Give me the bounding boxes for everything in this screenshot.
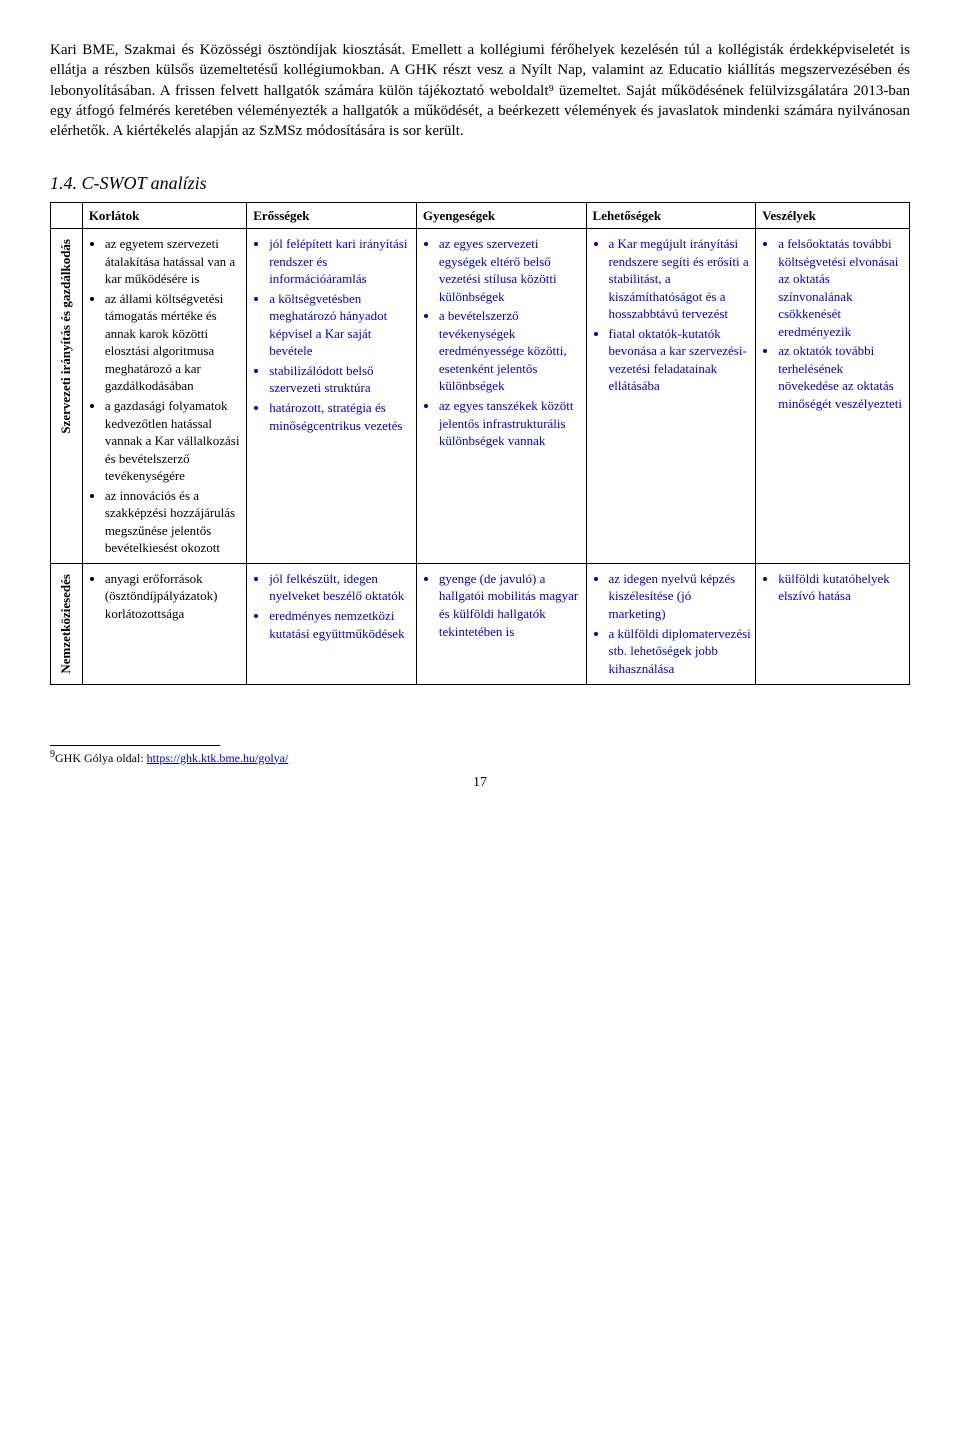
cell-veszelyek: a felsőoktatás további költségvetési elv… <box>756 229 910 564</box>
list-item: a költségvetésben meghatározó hányadot k… <box>269 290 412 360</box>
cell-gyengesegek: gyenge (de javuló) a hallgatói mobilitás… <box>416 563 586 684</box>
list-item: az idegen nyelvű képzés kiszélesítése (j… <box>609 570 752 623</box>
section-heading: 1.4. C-SWOT analízis <box>50 171 910 195</box>
list-item: eredményes nemzetközi kutatási együttműk… <box>269 607 412 642</box>
list-item: stabilizálódott belső szervezeti struktú… <box>269 362 412 397</box>
cell-erossegek: jól felkészült, idegen nyelveket beszélő… <box>247 563 417 684</box>
cell-list: az egyes szervezeti egységek eltérő bels… <box>421 235 582 450</box>
list-item: a felsőoktatás további költségvetési elv… <box>778 235 905 340</box>
list-item: az innovációs és a szakképzési hozzájáru… <box>105 487 242 557</box>
list-item: a külföldi diplomatervezési stb. lehetős… <box>609 625 752 678</box>
footnote-text: GHK Gólya oldal: <box>55 751 147 765</box>
cell-korlatok: az egyetem szervezeti átalakítása hatáss… <box>82 229 246 564</box>
cell-list: külföldi kutatóhelyek elszívó hatása <box>760 570 905 605</box>
list-item: gyenge (de javuló) a hallgatói mobilitás… <box>439 570 582 640</box>
intro-paragraph: Kari BME, Szakmai és Közösségi ösztöndíj… <box>50 40 910 141</box>
cell-list: az egyetem szervezeti átalakítása hatáss… <box>87 235 242 557</box>
list-item: anyagi erőforrások (ösztöndíjpályázatok)… <box>105 570 242 623</box>
list-item: a gazdasági folyamatok kedvezőtlen hatás… <box>105 397 242 485</box>
list-item: jól felkészült, idegen nyelveket beszélő… <box>269 570 412 605</box>
row-label: Szervezeti irányítás és gazdálkodás <box>51 229 83 564</box>
cell-list: a felsőoktatás további költségvetési elv… <box>760 235 905 412</box>
header-gyengesegek: Gyengeségek <box>416 202 586 229</box>
cell-list: anyagi erőforrások (ösztöndíjpályázatok)… <box>87 570 242 623</box>
list-item: az egyes tanszékek között jelentős infra… <box>439 397 582 450</box>
cell-lehetosegek: az idegen nyelvű képzés kiszélesítése (j… <box>586 563 756 684</box>
row-label: Nemzetköziesedés <box>51 563 83 684</box>
list-item: az állami költségvetési támogatás mérték… <box>105 290 242 395</box>
footnote-link[interactable]: https://ghk.ktk.bme.hu/golya/ <box>147 751 289 765</box>
list-item: jól felépített kari irányítási rendszer … <box>269 235 412 288</box>
cell-erossegek: jól felépített kari irányítási rendszer … <box>247 229 417 564</box>
footnote: 9GHK Gólya oldal: https://ghk.ktk.bme.hu… <box>50 748 910 766</box>
row-label-text: Szervezeti irányítás és gazdálkodás <box>55 233 77 440</box>
list-item: az egyes szervezeti egységek eltérő bels… <box>439 235 582 305</box>
header-empty <box>51 202 83 229</box>
footnote-separator <box>50 745 220 746</box>
list-item: fiatal oktatók-kutatók bevonása a kar sz… <box>609 325 752 395</box>
cell-lehetosegek: a Kar megújult irányítási rendszere segí… <box>586 229 756 564</box>
header-lehetosegek: Lehetőségek <box>586 202 756 229</box>
row-label-text: Nemzetköziesedés <box>55 568 77 680</box>
cell-list: a Kar megújult irányítási rendszere segí… <box>591 235 752 395</box>
list-item: a Kar megújult irányítási rendszere segí… <box>609 235 752 323</box>
header-erossegek: Erősségek <box>247 202 417 229</box>
cswot-table: Korlátok Erősségek Gyengeségek Lehetőség… <box>50 202 910 685</box>
list-item: külföldi kutatóhelyek elszívó hatása <box>778 570 905 605</box>
list-item: a bevételszerző tevékenységek eredményes… <box>439 307 582 395</box>
cell-korlatok: anyagi erőforrások (ösztöndíjpályázatok)… <box>82 563 246 684</box>
cell-list: jól felépített kari irányítási rendszer … <box>251 235 412 434</box>
list-item: az oktatók további terhelésének növekedé… <box>778 342 905 412</box>
cell-gyengesegek: az egyes szervezeti egységek eltérő bels… <box>416 229 586 564</box>
header-korlatok: Korlátok <box>82 202 246 229</box>
cell-veszelyek: külföldi kutatóhelyek elszívó hatása <box>756 563 910 684</box>
cell-list: gyenge (de javuló) a hallgatói mobilitás… <box>421 570 582 640</box>
cell-list: az idegen nyelvű képzés kiszélesítése (j… <box>591 570 752 677</box>
list-item: az egyetem szervezeti átalakítása hatáss… <box>105 235 242 288</box>
cell-list: jól felkészült, idegen nyelveket beszélő… <box>251 570 412 642</box>
list-item: határozott, stratégia és minőségcentriku… <box>269 399 412 434</box>
header-veszelyek: Veszélyek <box>756 202 910 229</box>
page-number: 17 <box>50 774 910 793</box>
